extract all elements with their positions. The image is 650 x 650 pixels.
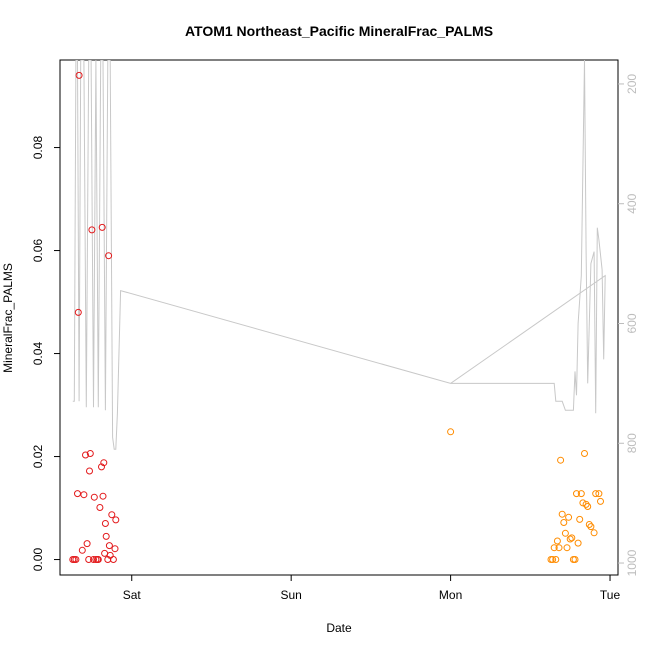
data-point-series-2 [582, 500, 590, 508]
data-point-series-1 [74, 308, 82, 316]
data-point-series-2 [560, 519, 568, 526]
data-point-series-1 [101, 520, 109, 527]
data-point-series-2 [566, 535, 574, 543]
x-axis: Sat Sun Mon Tue [123, 575, 621, 602]
data-point-series-1 [101, 549, 109, 557]
x-tick-label: Sat [123, 588, 142, 602]
data-point-series-1 [86, 450, 94, 457]
secondary-y-axis: 200 400 600 800 1000 [618, 74, 639, 576]
data-point-series-2 [574, 539, 582, 547]
data-point-series-1 [102, 532, 110, 540]
data-point-series-2 [577, 490, 585, 498]
y2-tick-label: 1000 [625, 549, 639, 576]
data-point-series-1 [98, 223, 106, 231]
y2-tick-label: 400 [625, 193, 639, 213]
x-tick-label: Mon [439, 588, 462, 602]
data-point-series-2 [584, 503, 592, 510]
data-point-series-2 [550, 544, 558, 552]
y-axis: 0.00 0.02 0.04 0.06 0.08 [31, 136, 60, 572]
data-point-series-1 [99, 492, 107, 500]
data-point-series-2 [595, 490, 603, 498]
data-point-series-2 [576, 515, 584, 523]
points-layer [69, 71, 604, 563]
data-point-series-2 [557, 456, 565, 464]
data-point-series-2 [573, 490, 580, 498]
data-point-series-2 [552, 556, 560, 563]
y-tick-label: 0.06 [31, 239, 45, 263]
line-layer [72, 60, 606, 450]
data-point-series-2 [568, 534, 576, 542]
data-point-series-1 [90, 556, 97, 563]
y2-tick-label: 800 [625, 433, 639, 453]
data-point-series-2 [597, 497, 604, 505]
data-point-series-1 [82, 451, 89, 459]
x-tick-label: Tue [600, 588, 621, 602]
y-tick-label: 0.08 [31, 136, 45, 160]
y-tick-label: 0.00 [31, 548, 45, 572]
data-point-series-1 [112, 516, 120, 524]
y-tick-label: 0.04 [31, 342, 45, 366]
data-point-series-1 [98, 463, 105, 471]
data-point-series-2 [447, 428, 455, 436]
data-point-series-1 [96, 504, 104, 511]
data-point-series-1 [111, 545, 119, 553]
data-point-series-1 [109, 556, 117, 563]
data-point-series-1 [75, 71, 83, 79]
data-point-series-1 [88, 226, 96, 234]
y2-tick-label: 200 [625, 74, 639, 94]
data-point-series-2 [549, 556, 557, 563]
data-point-series-2 [579, 499, 587, 507]
data-point-series-2 [553, 537, 561, 545]
data-point-series-1 [105, 542, 113, 550]
y-tick-label: 0.02 [31, 445, 45, 469]
data-point-series-1 [78, 546, 86, 554]
data-point-series-1 [94, 556, 102, 563]
data-point-series-1 [86, 467, 93, 475]
data-point-series-1 [72, 556, 80, 563]
data-point-series-1 [85, 556, 93, 563]
data-point-series-1 [105, 252, 113, 260]
data-point-series-1 [83, 540, 91, 548]
data-point-series-2 [585, 521, 593, 528]
data-point-series-1 [100, 459, 108, 467]
data-point-series-2 [587, 523, 595, 531]
data-point-series-2 [561, 529, 569, 537]
data-point-series-2 [581, 450, 588, 457]
data-point-series-2 [565, 513, 573, 521]
data-point-series-2 [571, 556, 579, 563]
plot-border [59, 59, 619, 576]
data-point-series-1 [80, 491, 88, 499]
altitude-line [72, 60, 606, 450]
y-axis-label: MineralFrac_PALMS [1, 263, 15, 373]
data-point-series-1 [108, 511, 116, 519]
data-point-series-2 [590, 529, 598, 537]
x-axis-label: Date [326, 621, 352, 635]
data-point-series-1 [90, 493, 98, 501]
chart-title: ATOM1 Northeast_Pacific MineralFrac_PALM… [185, 23, 493, 39]
y2-tick-label: 600 [625, 313, 639, 333]
data-point-series-2 [558, 510, 566, 518]
x-tick-label: Sun [280, 588, 301, 602]
data-point-series-1 [74, 490, 81, 498]
data-point-series-2 [592, 490, 600, 498]
data-point-series-2 [563, 544, 571, 552]
data-point-series-2 [555, 544, 563, 552]
